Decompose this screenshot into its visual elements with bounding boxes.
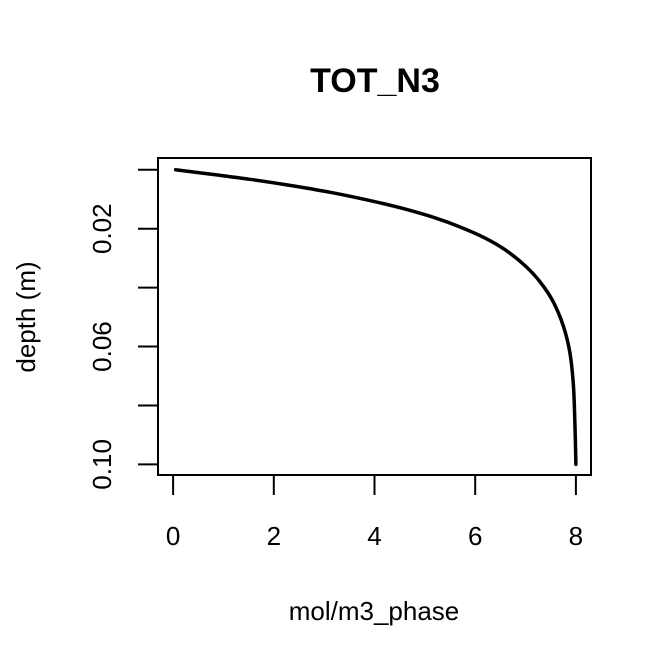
x-axis: 0 2 4 6 8 <box>166 474 583 551</box>
x-axis-label: mol/m3_phase <box>289 596 460 626</box>
y-tick-label: 0.10 <box>87 439 117 490</box>
x-tick-label: 4 <box>367 521 381 551</box>
x-tick-label: 0 <box>166 521 180 551</box>
chart-title: TOT_N3 <box>310 62 440 100</box>
y-tick-label: 0.02 <box>87 203 117 254</box>
y-axis-label: depth (m) <box>11 261 41 372</box>
x-tick-label: 8 <box>569 521 583 551</box>
plot-frame <box>157 157 592 476</box>
x-tick-label: 2 <box>267 521 281 551</box>
y-tick-label: 0.06 <box>87 321 117 372</box>
x-tick-label: 6 <box>468 521 482 551</box>
y-axis: 0.02 0.06 0.10 <box>87 168 159 490</box>
series-layer <box>173 168 578 467</box>
series-line <box>173 168 578 467</box>
